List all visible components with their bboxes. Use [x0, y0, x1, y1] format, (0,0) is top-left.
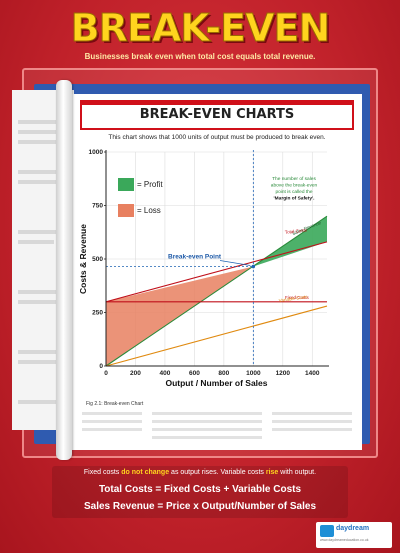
profit-area [253, 216, 327, 267]
chart-axes [105, 150, 329, 367]
x-tick-label: 1000 [246, 370, 261, 377]
footer-box [52, 466, 348, 518]
y-tick-label: 750 [92, 203, 103, 210]
margin-of-safety-note: point is called the [275, 189, 312, 195]
brand-logo-box: daydream www.daydreameducation.co.uk [316, 522, 392, 548]
footer-note-part1: Fixed costs [83, 469, 122, 476]
footer-note-part2: as output rises. Variable costs [169, 469, 266, 476]
x-axis-label: Output / Number of Sales [165, 378, 267, 388]
sales-revenue-line [105, 215, 328, 367]
total-costs-line [105, 241, 328, 303]
break-even-point [251, 264, 256, 269]
chart-header-title: BREAK-EVEN CHARTS [139, 107, 295, 122]
margin-of-safety-note: 'Margin of Safety'. [274, 196, 315, 202]
x-tick-label: 1200 [276, 370, 291, 377]
brand-website: www.daydreameducation.co.uk [320, 538, 369, 542]
legend-profit-swatch [118, 178, 134, 191]
margin-of-safety-note: The number of sales [272, 176, 316, 182]
y-axis-label: Costs & Revenue [78, 224, 88, 294]
chart-ticks: 0 200 400 600 800 1000 1200 1400 0 250 500 750 1000 [89, 149, 320, 377]
x-tick-label: 1400 [305, 370, 320, 377]
brand-name: daydream [336, 525, 370, 532]
y-tick-label: 250 [92, 310, 103, 317]
chart-intro: This chart shows that 1000 units of outp… [108, 134, 326, 141]
break-even-label: Break-even Point [168, 253, 222, 260]
book-spine [56, 80, 72, 460]
x-tick-label: 200 [130, 370, 141, 377]
legend-loss-label: = Loss [137, 206, 161, 215]
variable-costs-line [105, 305, 328, 367]
chart-header: BREAK-EVEN CHARTS [80, 100, 354, 130]
series-label: Total Costs [285, 227, 308, 234]
poster-subtitle: Businesses break even when total cost eq… [84, 52, 316, 61]
x-tick-label: 800 [218, 370, 229, 377]
break-even-arrow [219, 260, 251, 266]
y-tick-label: 1000 [89, 149, 104, 156]
footer-note-highlight1: do not change [121, 469, 170, 476]
y-tick-label: 0 [99, 363, 103, 370]
header-bar [82, 102, 352, 105]
footer-note-highlight2: rise [265, 469, 279, 476]
footer-note-part3: with output. [278, 469, 317, 476]
figure-caption: Fig 2.1: Break-even Chart [86, 401, 144, 407]
book-right-page: BREAK-EVEN CHARTS This chart shows that … [72, 94, 362, 450]
poster-title: BREAK-EVEN [70, 6, 331, 51]
margin-of-safety-note: above the break-even [271, 183, 318, 189]
legend-profit-label: = Profit [137, 180, 163, 189]
y-tick-label: 500 [92, 256, 103, 263]
x-tick-label: 600 [189, 370, 200, 377]
legend-loss-swatch [118, 204, 134, 217]
formula-sales-revenue: Sales Revenue = Price x Output/Number of… [83, 501, 317, 512]
brand-logo-icon [320, 525, 334, 537]
series-label: Fixed Costs [285, 295, 310, 300]
break-even-chart: 0 200 400 600 800 1000 1200 140002505007501000 … [78, 149, 329, 388]
chart-lines [105, 150, 328, 367]
footer-note: Fixed costs do not change as output rise… [0, 469, 400, 476]
x-tick-label: 400 [160, 370, 171, 377]
formula-total-costs: Total Costs = Fixed Costs + Variable Cos… [98, 484, 302, 495]
series-label: Variable Costs [278, 294, 308, 303]
x-tick-label: 0 [104, 370, 108, 377]
